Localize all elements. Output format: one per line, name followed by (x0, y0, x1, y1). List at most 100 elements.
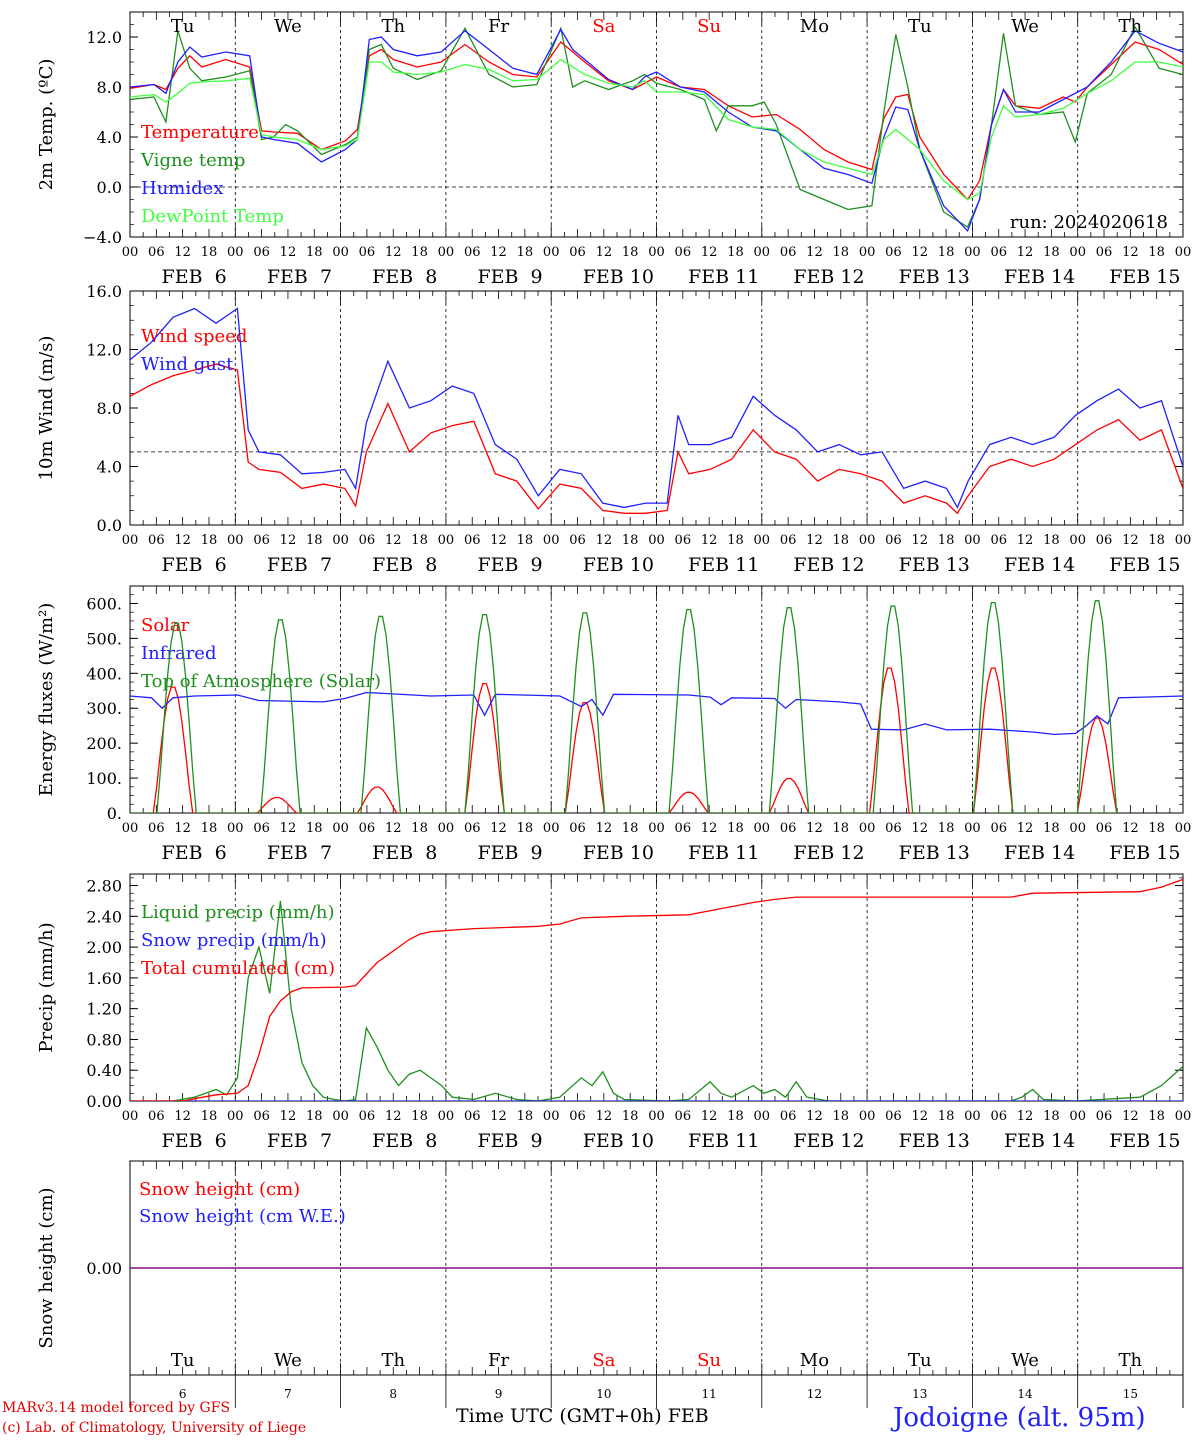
legend-entry: Total cumulated (cm) (141, 958, 335, 979)
hour-tick-label: 00 (964, 245, 981, 260)
hour-tick-label: 00 (964, 533, 981, 548)
hour-tick-label: 18 (411, 533, 428, 548)
legend-entry: DewPoint Temp (141, 206, 284, 227)
hour-tick-label: 06 (1096, 533, 1113, 548)
hour-tick-label: 18 (1043, 533, 1060, 548)
y-tick-label: 12.0 (86, 28, 122, 47)
hour-tick-label: 12 (174, 533, 191, 548)
hour-tick-label: 00 (543, 533, 560, 548)
hour-tick-label: 00 (1069, 1109, 1086, 1124)
hour-tick-label: 06 (569, 245, 586, 260)
legend-entry: Wind speed (141, 326, 247, 347)
hour-tick-label: 18 (1148, 245, 1165, 260)
hour-tick-label: 12 (701, 821, 718, 836)
date-label: FEB 10 (583, 842, 654, 864)
hour-tick-label: 06 (359, 245, 376, 260)
hour-tick-label: 00 (1175, 821, 1192, 836)
hour-tick-label: 12 (596, 1109, 613, 1124)
hour-tick-label: 06 (359, 533, 376, 548)
hour-tick-label: 12 (806, 821, 823, 836)
y-tick-label: −4.0 (83, 228, 122, 247)
hour-tick-label: 18 (411, 821, 428, 836)
panel-2: 16.0 12.0 8.0 4.0 0.0 10m Wind (m/s) Wind spee… (36, 282, 1191, 576)
hour-tick-label: 00 (332, 821, 349, 836)
day-name-label: Th (1119, 1350, 1143, 1371)
hour-tick-label: 06 (359, 821, 376, 836)
hour-tick-label: 00 (438, 821, 455, 836)
y-axis-title: Snow height (cm) (36, 1187, 57, 1348)
legend-entry: Liquid precip (mm/h) (141, 902, 335, 923)
y-axis-title: Energy fluxes (W/m²) (36, 603, 57, 797)
y-tick-label: 400. (86, 664, 122, 683)
hour-tick-label: 06 (1096, 821, 1113, 836)
day-name-label: Sa (592, 1350, 615, 1371)
y-tick-label: 4.0 (97, 128, 122, 147)
hour-tick-label: 00 (543, 821, 560, 836)
day-name-label: Su (697, 16, 721, 37)
series-line-dewpoint-temp (130, 58, 1183, 201)
y-tick-label: 0.00 (86, 1259, 122, 1278)
y-tick-label: 1.60 (86, 969, 122, 988)
hour-tick-label: 12 (385, 821, 402, 836)
hour-tick-label: 00 (438, 1109, 455, 1124)
day-name-label: Th (1119, 16, 1143, 37)
hour-tick-label: 18 (1043, 245, 1060, 260)
date-label: FEB 11 (688, 266, 759, 288)
hour-tick-label: 12 (1122, 821, 1139, 836)
date-label: FEB 9 (477, 1130, 542, 1152)
hour-tick-label: 06 (885, 533, 902, 548)
hour-tick-label: 06 (1096, 1109, 1113, 1124)
legend-entry: Snow precip (mm/h) (141, 930, 327, 951)
hour-tick-label: 00 (648, 1109, 665, 1124)
hour-tick-label: 18 (201, 533, 218, 548)
day-name-label: Su (697, 1350, 721, 1371)
day-number-label: 15 (1123, 1387, 1138, 1401)
hour-tick-label: 06 (990, 1109, 1007, 1124)
hour-tick-label: 18 (517, 245, 534, 260)
day-number-label: 14 (1017, 1387, 1033, 1401)
hour-tick-label: 00 (1069, 533, 1086, 548)
hour-tick-label: 12 (280, 1109, 297, 1124)
hour-tick-label: 12 (1017, 1109, 1034, 1124)
y-tick-label: 200. (86, 734, 122, 753)
hour-tick-label: 06 (253, 533, 270, 548)
day-name-label: Mo (800, 16, 829, 37)
date-label: FEB 12 (793, 554, 864, 576)
run-annotation: run: 2024020618 (1010, 212, 1168, 233)
hour-tick-label: 00 (1175, 245, 1192, 260)
hour-tick-label: 12 (385, 245, 402, 260)
hour-tick-label: 18 (517, 821, 534, 836)
hour-tick-label: 18 (201, 821, 218, 836)
hour-tick-label: 06 (780, 821, 797, 836)
day-name-label: We (274, 1350, 302, 1371)
hour-tick-label: 00 (543, 245, 560, 260)
day-name-label: We (274, 16, 302, 37)
y-tick-label: 300. (86, 699, 122, 718)
hour-tick-label: 06 (464, 1109, 481, 1124)
hour-tick-label: 00 (227, 245, 244, 260)
hour-tick-label: 18 (833, 245, 850, 260)
day-name-label: We (1011, 16, 1039, 37)
hour-tick-label: 00 (438, 245, 455, 260)
y-axis-title: 2m Temp. (ºC) (36, 59, 57, 191)
hour-tick-label: 12 (1122, 533, 1139, 548)
hour-tick-label: 06 (464, 245, 481, 260)
date-label: FEB 11 (688, 1130, 759, 1152)
day-name-label: Tu (171, 1350, 195, 1371)
hour-tick-label: 06 (675, 1109, 692, 1124)
hour-tick-label: 18 (727, 1109, 744, 1124)
day-name-label: Th (381, 1350, 405, 1371)
hour-tick-label: 00 (754, 533, 771, 548)
hour-tick-label: 18 (727, 245, 744, 260)
hour-tick-label: 00 (227, 821, 244, 836)
date-label: FEB 11 (688, 842, 759, 864)
date-label: FEB 8 (372, 842, 437, 864)
hour-tick-label: 06 (148, 245, 165, 260)
hour-tick-label: 00 (122, 533, 139, 548)
y-axis-title: Precip (mm/h) (36, 922, 57, 1052)
date-label: FEB 15 (1109, 266, 1180, 288)
hour-tick-label: 12 (280, 245, 297, 260)
y-tick-label: 12.0 (86, 341, 122, 360)
hour-tick-label: 00 (332, 1109, 349, 1124)
